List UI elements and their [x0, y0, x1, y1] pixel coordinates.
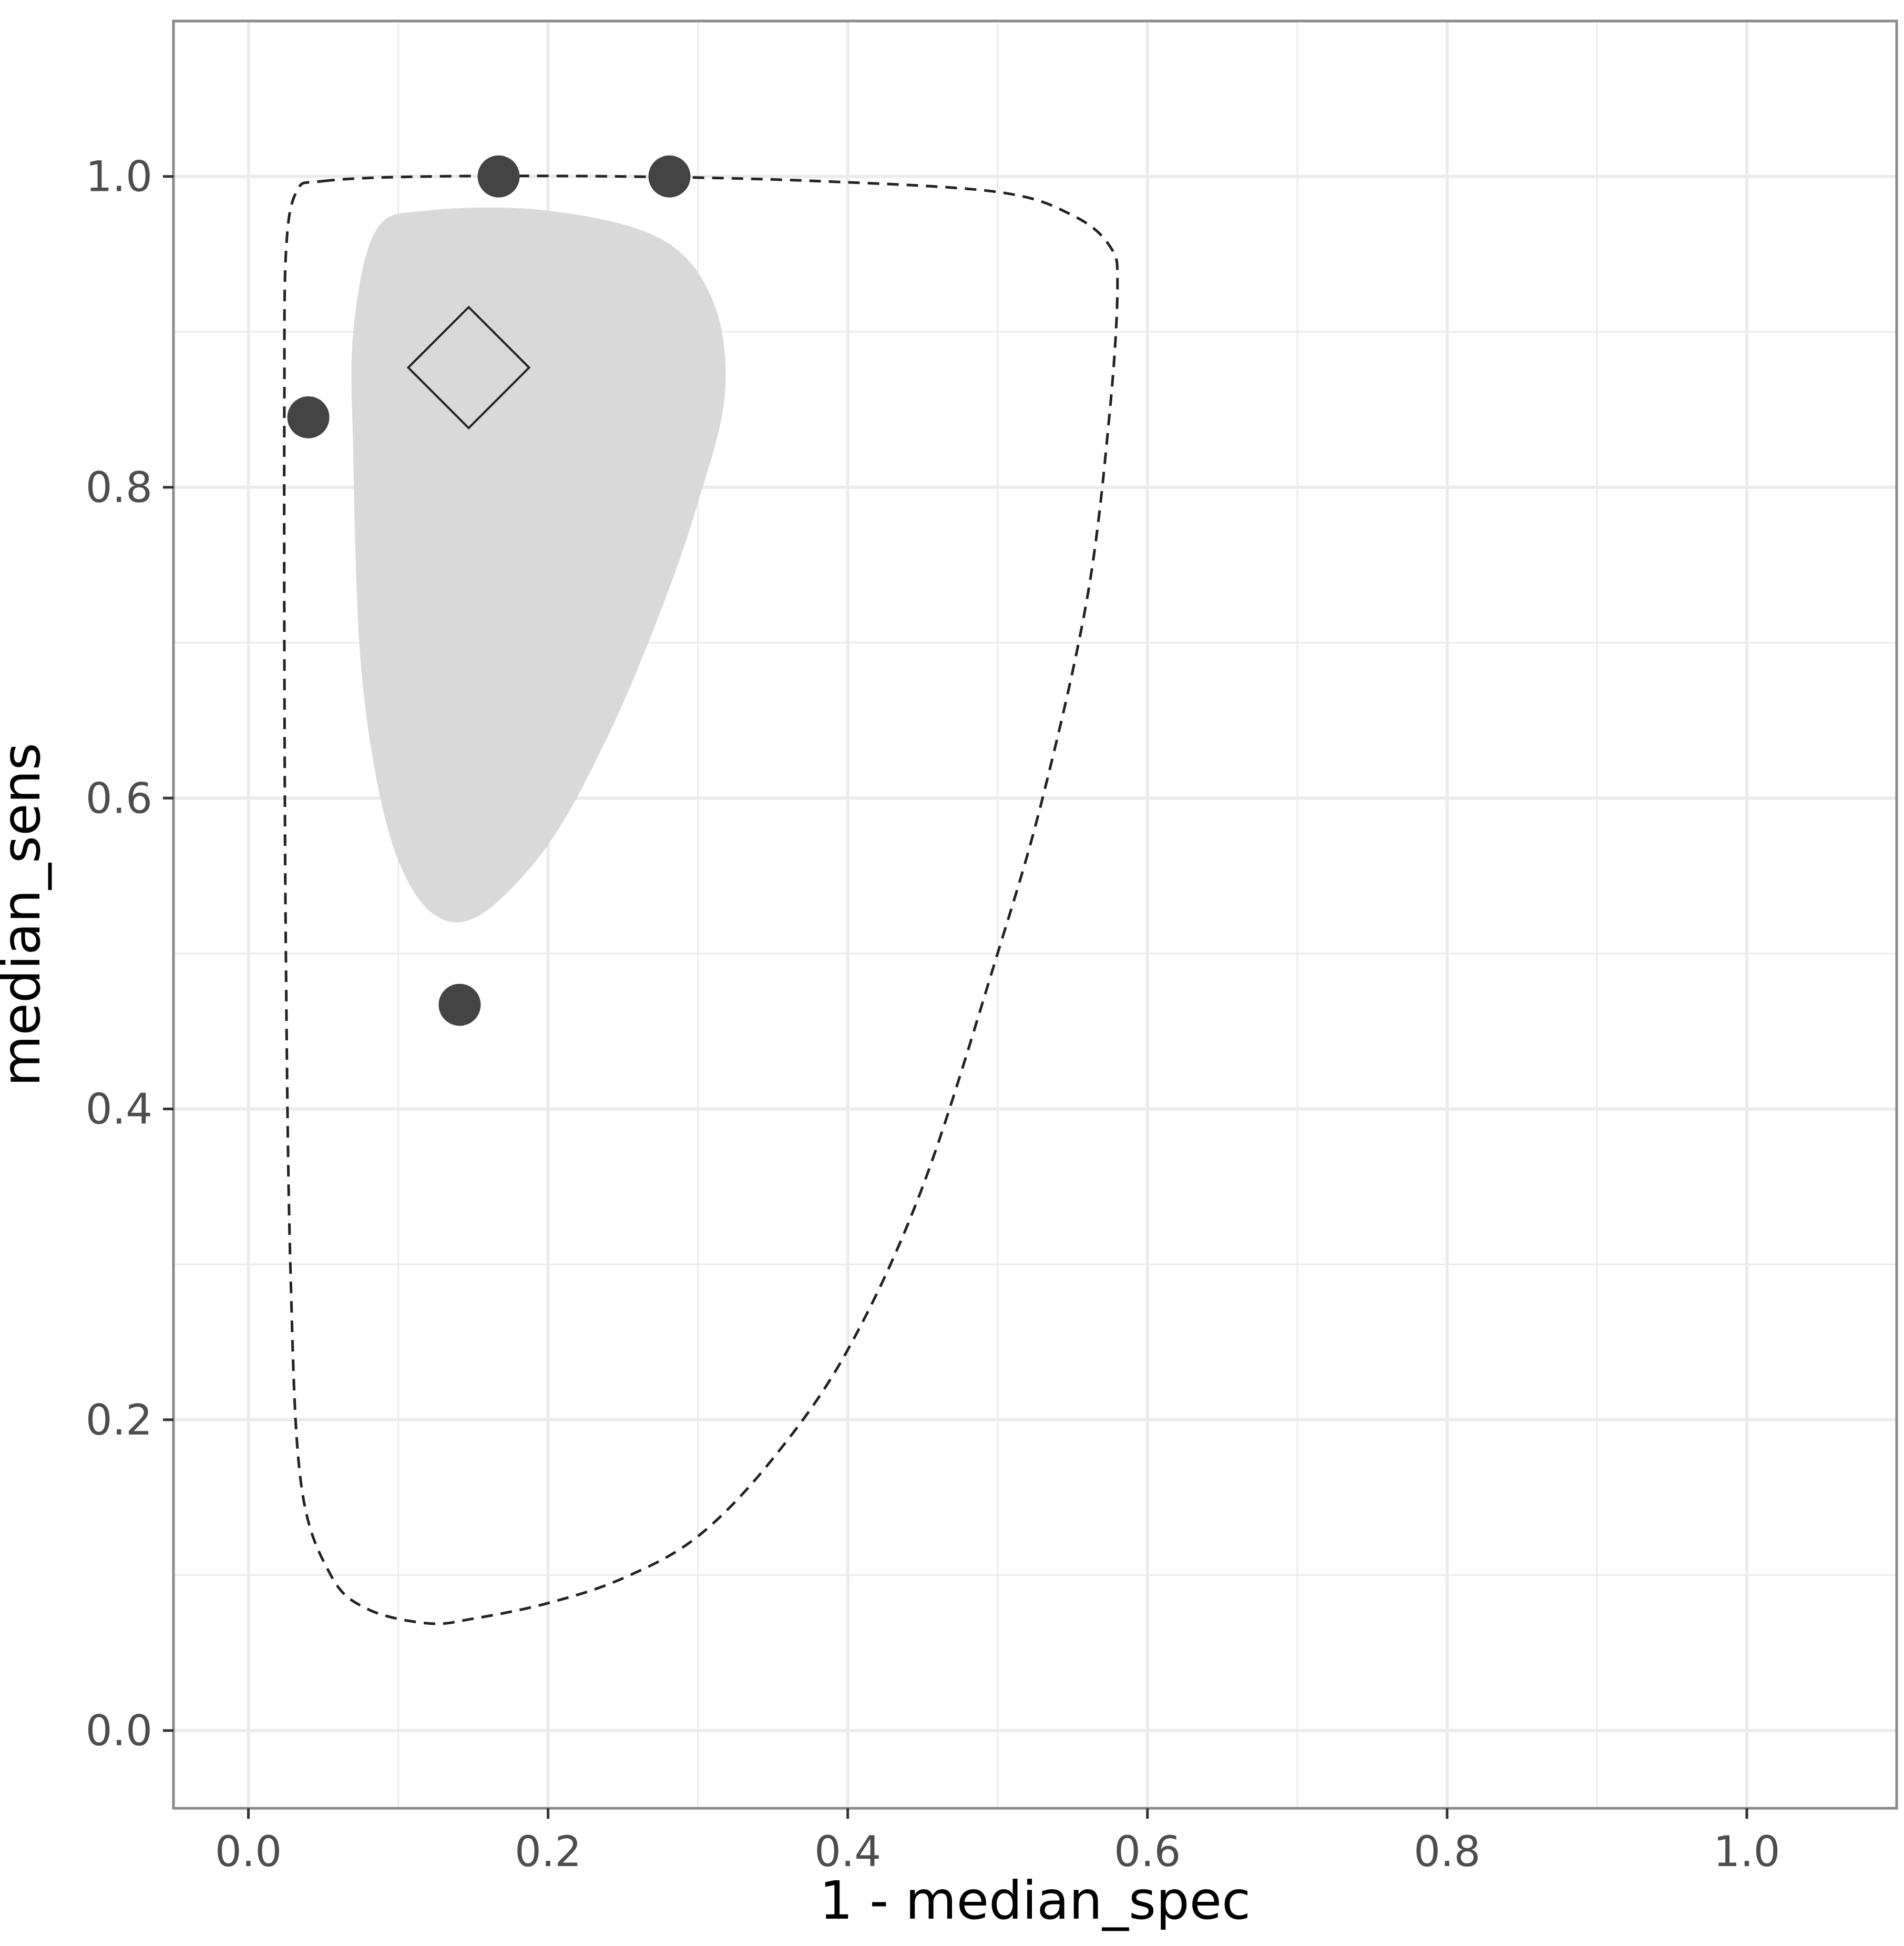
y-tick-label: 0.0 [86, 1706, 152, 1755]
regions [283, 175, 1119, 1625]
study-point [648, 155, 691, 198]
summary-point [406, 305, 531, 430]
study-point [438, 984, 481, 1026]
y-tick-label: 0.2 [86, 1396, 152, 1445]
y-axis-title: median_sens [0, 743, 52, 1087]
axis-ticks: 0.0 0.2 0.4 0.6 0.8 1.0 0.0 0.2 0.4 0.6 0.8 1.0 [86, 152, 1780, 1876]
x-tick-label: 0.4 [814, 1827, 881, 1876]
marks [287, 155, 691, 1026]
x-tick-label: 0.2 [515, 1827, 581, 1876]
x-tick-label: 1.0 [1713, 1827, 1780, 1876]
y-tick-label: 1.0 [86, 152, 152, 201]
x-tick-label: 0.8 [1414, 1827, 1480, 1876]
x-tick-label: 0.6 [1114, 1827, 1181, 1876]
y-tick-label: 0.4 [86, 1085, 152, 1134]
prediction-region [283, 175, 1119, 1625]
y-tick-label: 0.6 [86, 774, 152, 823]
confidence-region [351, 207, 726, 923]
study-point [287, 396, 330, 438]
study-point [477, 155, 520, 198]
y-tick-label: 0.8 [86, 463, 152, 512]
x-axis-title: 1 - median_spec [820, 1870, 1251, 1931]
panel-border [172, 19, 1898, 1810]
x-tick-label: 0.0 [215, 1827, 282, 1876]
